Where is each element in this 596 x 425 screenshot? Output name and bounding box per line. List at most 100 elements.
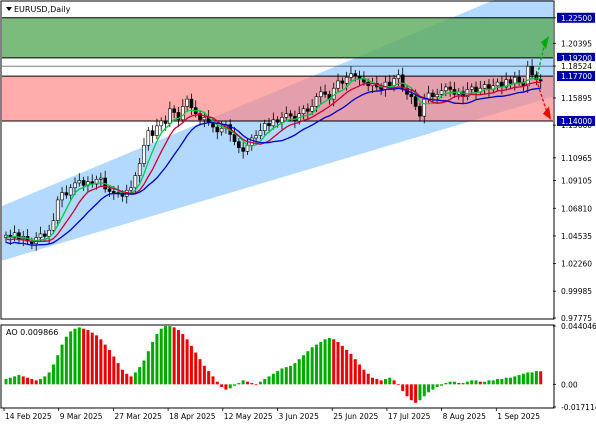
ao-bar xyxy=(521,373,525,385)
ao-bar xyxy=(233,384,237,386)
ao-bar xyxy=(77,327,81,385)
candle-body xyxy=(150,130,155,136)
candle-body xyxy=(198,113,202,121)
ao-bar xyxy=(185,339,189,385)
candle-body xyxy=(232,134,237,142)
candle-body xyxy=(60,192,64,201)
candle-body xyxy=(81,180,86,186)
ao-bar xyxy=(241,380,245,385)
time-tick-label: 25 Jun 2025 xyxy=(333,412,378,421)
candle-body xyxy=(172,108,176,113)
ao-bar xyxy=(168,326,172,385)
candle-body xyxy=(314,96,319,107)
candle-body xyxy=(431,92,435,98)
ao-bar xyxy=(211,376,215,385)
ao-bar xyxy=(517,375,521,385)
ao-bar xyxy=(112,356,116,385)
ao-bar xyxy=(82,328,86,385)
ao-bar xyxy=(513,376,517,385)
ao-bar xyxy=(21,376,25,385)
ao-bar xyxy=(237,383,241,385)
candle-body xyxy=(271,119,276,127)
ao-bar xyxy=(280,368,284,385)
candle-body xyxy=(159,120,164,127)
ao-bar xyxy=(452,381,456,385)
ao-bar xyxy=(271,373,275,385)
ao-bar xyxy=(448,381,452,385)
level-label: 1.19200 xyxy=(561,54,592,63)
candle-body xyxy=(435,93,440,98)
ao-bar xyxy=(496,379,500,385)
ao-bar xyxy=(375,379,379,385)
ao-bar xyxy=(340,345,344,385)
candle-body xyxy=(107,188,112,192)
ao-bar xyxy=(491,380,495,385)
candle-body xyxy=(219,127,224,133)
symbol-dropdown[interactable]: EURUSD,Daily xyxy=(6,5,71,14)
ma-mid-line xyxy=(5,81,541,243)
ao-bar xyxy=(366,373,370,385)
ao-bar xyxy=(86,330,90,385)
ao-bar xyxy=(276,371,280,385)
ao-bar xyxy=(220,384,224,387)
ao-bar xyxy=(371,377,375,385)
candle-body xyxy=(396,74,401,79)
candle-body xyxy=(55,199,60,221)
time-tick-label: 14 Feb 2025 xyxy=(5,412,52,421)
candle-body xyxy=(47,229,51,237)
time-tick-label: 8 Aug 2025 xyxy=(443,412,486,421)
price-tick-label: 1.04535 xyxy=(561,232,592,241)
ao-bar xyxy=(43,376,47,385)
candle-body xyxy=(68,187,73,196)
ao-bar xyxy=(293,363,297,385)
arrow-up-icon xyxy=(541,35,549,50)
level-label-box xyxy=(557,61,595,72)
ao-bar xyxy=(17,375,21,385)
ao-bar xyxy=(34,380,38,385)
time-tick-label: 27 Mar 2025 xyxy=(114,412,162,421)
ao-bar xyxy=(47,372,51,385)
ao-bar xyxy=(228,384,232,389)
candle-body xyxy=(357,75,362,79)
candle-body xyxy=(176,112,181,121)
ao-bar xyxy=(392,380,396,385)
candle-body xyxy=(94,178,99,185)
ao-bar xyxy=(8,377,12,385)
chevron-down-icon[interactable] xyxy=(6,7,12,11)
candle-body xyxy=(400,74,405,89)
ao-bar xyxy=(26,377,30,385)
ao-bar xyxy=(116,363,120,385)
ao-bar xyxy=(483,381,487,385)
candle-body xyxy=(99,177,103,180)
ao-bar xyxy=(314,344,318,385)
ao-bar xyxy=(56,355,60,385)
ao-bar xyxy=(129,376,133,385)
ao-bar xyxy=(409,384,413,401)
ao-bar xyxy=(198,359,202,385)
candle-body xyxy=(267,123,271,127)
candle-body xyxy=(17,232,21,240)
candle-body xyxy=(344,76,349,84)
price-tick-label: 1.15895 xyxy=(561,94,592,103)
stop-zone xyxy=(2,76,553,121)
ao-bar xyxy=(310,347,314,385)
ao-bar xyxy=(64,336,68,385)
ao-bar xyxy=(51,364,55,385)
ao-bar xyxy=(189,345,193,385)
ao-bar xyxy=(181,334,185,385)
ao-bar xyxy=(461,383,465,385)
candle-body xyxy=(258,130,263,136)
time-tick-label: 17 Jul 2025 xyxy=(388,412,431,421)
candle-body xyxy=(349,73,353,78)
arrow-down-icon xyxy=(543,106,551,120)
ao-bar xyxy=(530,372,534,385)
candle-body xyxy=(241,147,245,152)
candle-body xyxy=(439,90,444,95)
time-tick-label: 3 Jun 2025 xyxy=(279,412,320,421)
candle-body xyxy=(12,232,17,238)
ao-bar xyxy=(297,359,301,385)
ao-tick-label: 0.044046 xyxy=(561,322,596,331)
candle-body xyxy=(43,233,47,237)
